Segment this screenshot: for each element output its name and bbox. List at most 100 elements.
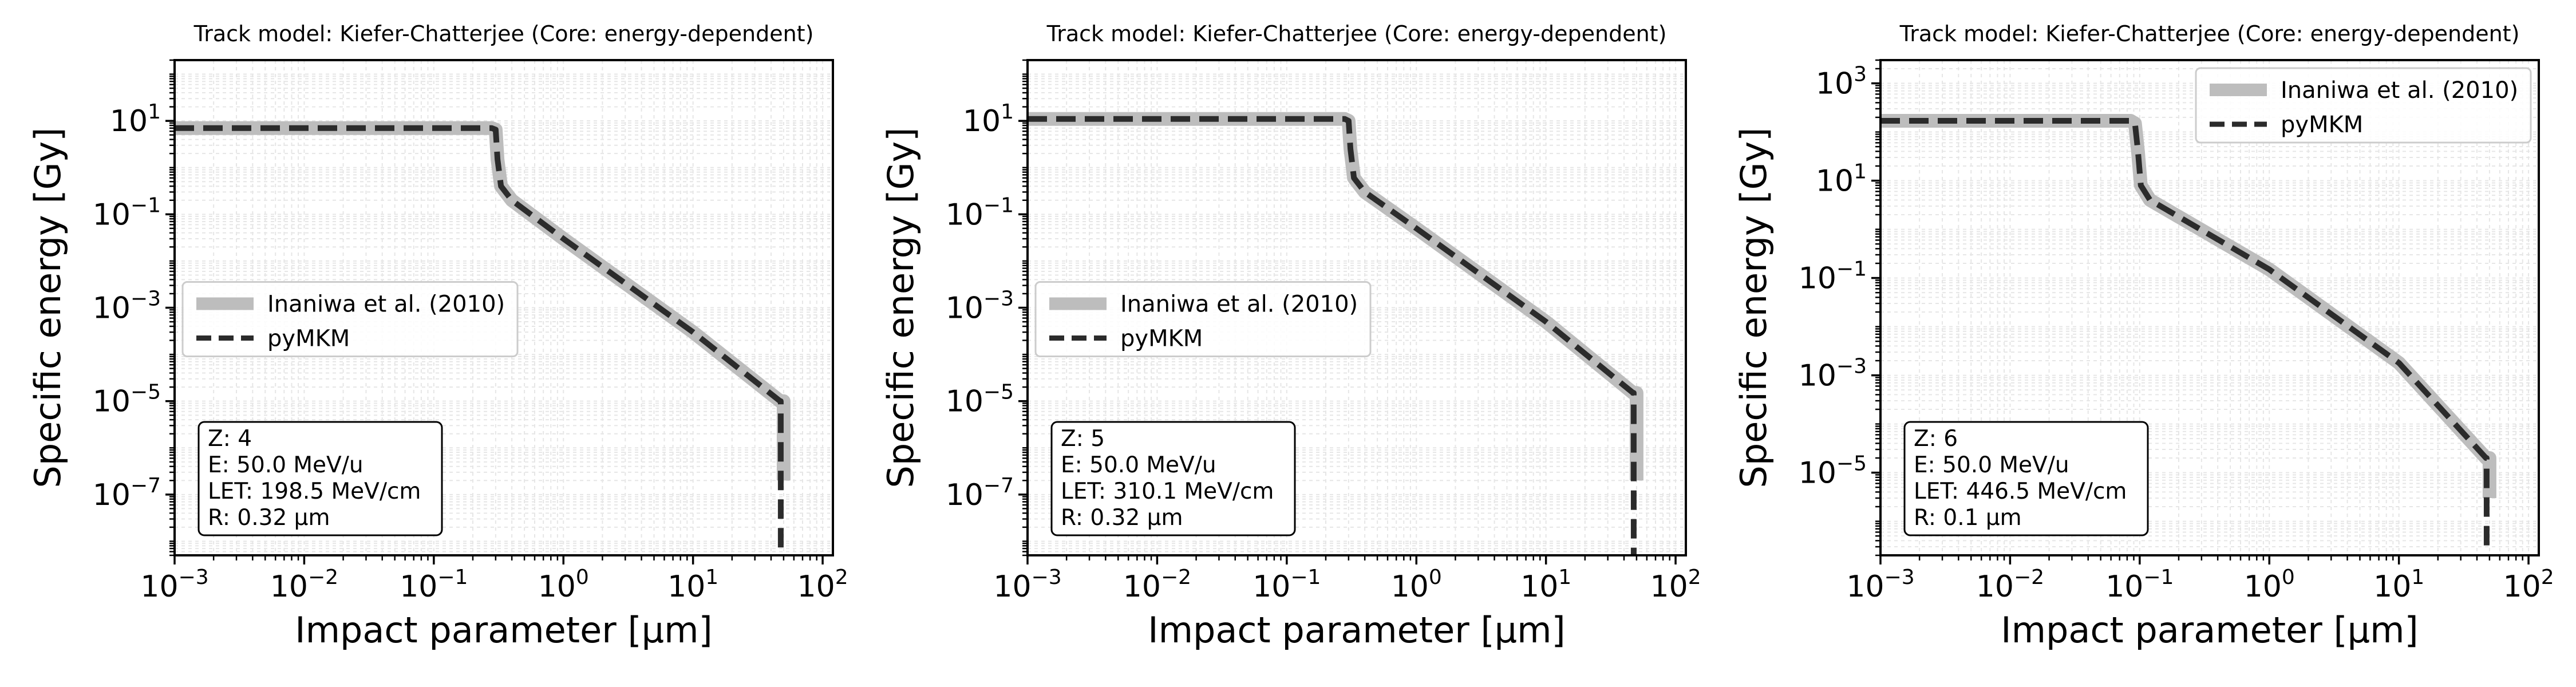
y-tick-label-base: 10 — [946, 385, 983, 419]
x-tick-label-base: 10 — [538, 570, 576, 604]
x-tick-label-exponent: 2 — [2541, 566, 2554, 589]
y-tick-label-base: 10 — [1799, 262, 1836, 296]
y-axis-label: Specific energy [Gy] — [1733, 128, 1775, 488]
y-tick-label-exponent: −3 — [983, 287, 1014, 311]
y-tick-label-exponent: −1 — [131, 194, 161, 217]
y-tick-label: 101 — [110, 100, 161, 139]
x-tick-label: 100 — [538, 566, 589, 604]
annotation-line: Z: 4 — [208, 426, 252, 452]
x-tick-label: 10−3 — [140, 566, 208, 604]
y-tick-label: 101 — [1816, 160, 1867, 199]
y-tick-label-exponent: −5 — [131, 381, 161, 404]
x-tick-label-exponent: −2 — [1161, 566, 1191, 589]
y-tick-label-exponent: 3 — [1854, 63, 1867, 86]
y-tick-label-exponent: −5 — [1836, 452, 1867, 476]
x-axis: 10−3 10−2 10−1 100 101 102 — [1846, 555, 2554, 604]
annotation-line: LET: 198.5 MeV/cm — [208, 479, 421, 504]
x-tick-label-exponent: −1 — [2143, 566, 2174, 589]
y-tick-label: 10−3 — [93, 287, 161, 326]
x-tick-label-base: 10 — [270, 570, 308, 604]
y-tick-label-base: 10 — [946, 478, 983, 512]
y-tick-label: 10−7 — [946, 474, 1014, 512]
y-tick-label-base: 10 — [946, 291, 983, 326]
legend-label: pyMKM — [267, 326, 350, 352]
x-tick-label: 10−3 — [993, 566, 1061, 604]
legend-box — [1034, 281, 1372, 357]
annotation-line: R: 0.32 μm — [1061, 505, 1183, 531]
x-tick-label-exponent: 0 — [1429, 566, 1442, 589]
annotation-line: Z: 6 — [1914, 426, 1958, 452]
x-tick-label-base: 10 — [400, 570, 437, 604]
chart-panel-2: 10−3 10−2 10−1 100 101 10210−710−510−310−1101… — [880, 21, 1701, 651]
x-tick-label-exponent: −2 — [308, 566, 338, 589]
x-tick-label: 10−1 — [1253, 566, 1321, 604]
x-tick-label: 10−2 — [1976, 566, 2044, 604]
x-tick-label-exponent: −1 — [437, 566, 468, 589]
annotation-line: E: 50.0 MeV/u — [208, 452, 364, 478]
x-tick-label: 101 — [667, 566, 718, 604]
x-tick-label: 10−2 — [270, 566, 338, 604]
x-axis-label: Impact parameter [μm] — [1148, 609, 1565, 651]
y-axis-label: Specific energy [Gy] — [880, 128, 922, 488]
x-tick-label-exponent: 2 — [1688, 566, 1701, 589]
annotation-box — [197, 421, 443, 536]
chart-panel-3: 10−3 10−2 10−1 100 101 10210−510−310−1101103T… — [1733, 21, 2554, 651]
legend-label: Inaniwa et al. (2010) — [2281, 77, 2518, 104]
y-tick-label: 10−5 — [1799, 452, 1867, 491]
y-tick-label-base: 10 — [1799, 456, 1836, 491]
x-tick-label: 101 — [1520, 566, 1571, 604]
annotation-box — [1903, 421, 2149, 536]
y-tick-label-exponent: 1 — [148, 100, 161, 124]
series-line-pymkm — [1880, 118, 2490, 555]
x-tick-label-exponent: −2 — [2014, 566, 2044, 589]
y-tick-label-exponent: −3 — [131, 287, 161, 311]
chart-title: Track model: Kiefer-Chatterjee (Core: en… — [193, 21, 814, 46]
y-tick-label: 10−3 — [946, 287, 1014, 326]
annotation-line: E: 50.0 MeV/u — [1914, 452, 2069, 478]
x-tick-label-base: 10 — [667, 570, 705, 604]
x-tick-label-base: 10 — [1520, 570, 1558, 604]
y-tick-label-base: 10 — [963, 104, 1001, 139]
x-axis: 10−3 10−2 10−1 100 101 102 — [140, 555, 848, 604]
x-tick-label: 10−1 — [2105, 566, 2174, 604]
y-tick-label-base: 10 — [946, 198, 983, 232]
y-tick-label-base: 10 — [1816, 164, 1854, 199]
legend-label: Inaniwa et al. (2010) — [267, 291, 505, 318]
y-tick-label: 10−5 — [946, 381, 1014, 419]
annotation-box — [1050, 421, 1296, 536]
x-tick-label-base: 10 — [797, 570, 835, 604]
x-tick-label-base: 10 — [993, 570, 1031, 604]
y-tick-label: 103 — [1816, 63, 1867, 101]
series-line-pymkm — [1028, 116, 1637, 555]
annotation-line: Z: 5 — [1061, 426, 1105, 452]
y-tick-label-exponent: −7 — [131, 474, 161, 498]
x-tick-label: 10−1 — [400, 566, 468, 604]
y-tick-label-exponent: −3 — [1836, 355, 1867, 378]
x-tick-label-exponent: 1 — [2411, 566, 2424, 589]
x-tick-label-exponent: 2 — [835, 566, 848, 589]
x-tick-label-base: 10 — [2503, 570, 2541, 604]
x-tick-label-exponent: 1 — [705, 566, 718, 589]
y-tick-label-exponent: −5 — [983, 381, 1014, 404]
legend-label: pyMKM — [2281, 112, 2363, 138]
series-group — [1880, 114, 2496, 555]
x-tick-label-base: 10 — [1391, 570, 1429, 604]
x-axis-label: Impact parameter [μm] — [295, 609, 712, 651]
chart-title: Track model: Kiefer-Chatterjee (Core: en… — [1899, 21, 2520, 46]
annotation-line: LET: 446.5 MeV/cm — [1914, 479, 2127, 504]
y-tick-label: 101 — [963, 100, 1014, 139]
x-tick-label-base: 10 — [1123, 570, 1161, 604]
x-tick-label-base: 10 — [1253, 570, 1290, 604]
y-tick-label-exponent: 1 — [1001, 100, 1014, 124]
x-tick-label: 101 — [2373, 566, 2424, 604]
x-tick-label-base: 10 — [2373, 570, 2411, 604]
y-tick-label-base: 10 — [1816, 67, 1854, 101]
y-tick-label-base: 10 — [93, 478, 131, 512]
x-tick-label: 10−2 — [1123, 566, 1191, 604]
y-tick-label: 10−1 — [1799, 258, 1867, 296]
x-tick-label: 100 — [2244, 566, 2295, 604]
